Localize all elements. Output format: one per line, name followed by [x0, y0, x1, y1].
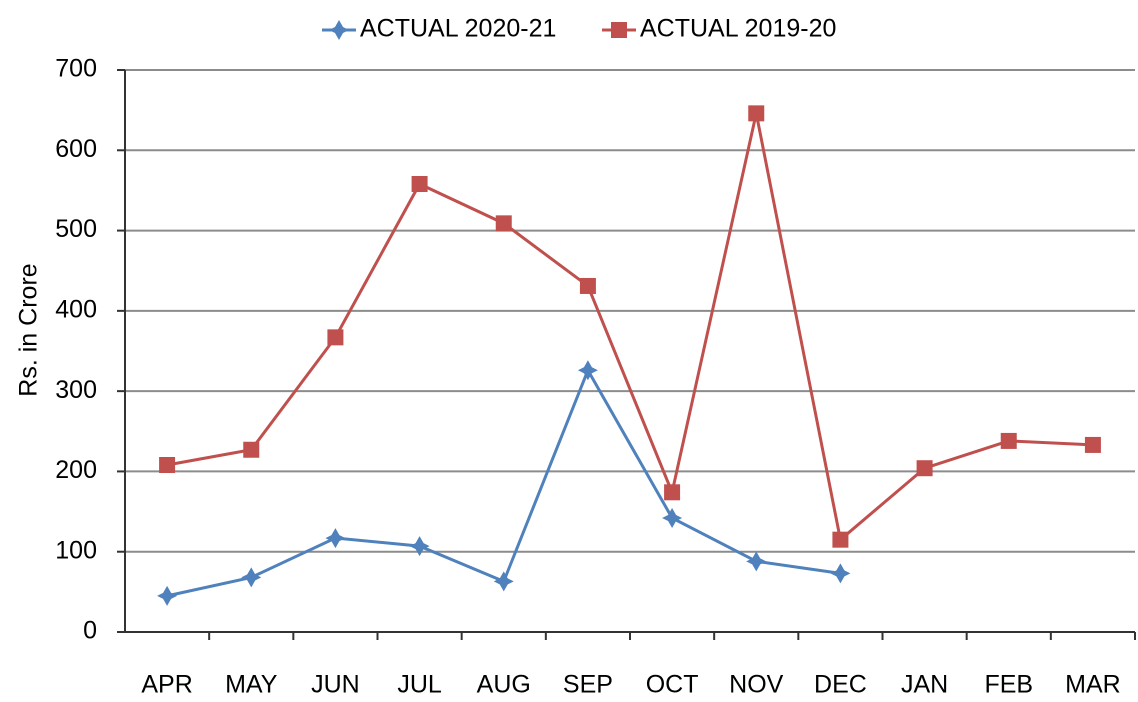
point-marker — [157, 585, 178, 606]
y-tick-label: 200 — [55, 456, 97, 484]
x-tick-label: FEB — [984, 671, 1033, 699]
point-marker — [662, 507, 683, 528]
point-marker — [409, 536, 430, 557]
point-marker — [830, 563, 851, 584]
legend-label: ACTUAL 2020-21 — [360, 15, 556, 43]
point-marker — [411, 176, 428, 193]
point-marker — [159, 457, 176, 474]
x-tick-label: NOV — [729, 671, 784, 699]
y-tick-label: 600 — [55, 135, 97, 163]
point-marker — [1000, 432, 1017, 449]
x-tick-label: OCT — [646, 671, 699, 699]
point-marker — [916, 460, 933, 477]
legend-marker — [329, 20, 349, 40]
point-marker — [241, 567, 262, 588]
x-tick-label: MAR — [1065, 671, 1121, 699]
y-tick-label: 300 — [55, 376, 97, 404]
series-line — [166, 113, 1093, 543]
y-axis-label: Rs. in Crore — [15, 263, 43, 396]
y-tick-label: 700 — [55, 55, 97, 83]
x-tick-label: APR — [141, 671, 192, 699]
x-tick-label: SEP — [563, 671, 613, 699]
y-tick-label: 400 — [55, 295, 97, 323]
y-tick-label: 100 — [55, 536, 97, 564]
x-tick-label: DEC — [814, 671, 867, 699]
x-tick-label: JUL — [397, 671, 442, 699]
point-marker — [579, 277, 596, 294]
x-tick-label: JUN — [311, 671, 360, 699]
point-marker — [325, 528, 346, 549]
point-marker — [1084, 436, 1101, 453]
x-tick-label: JAN — [901, 671, 948, 699]
legend-label: ACTUAL 2019-20 — [640, 15, 836, 43]
point-marker — [664, 484, 681, 501]
y-tick-label: 0 — [83, 617, 97, 645]
point-marker — [327, 329, 344, 346]
y-tick-label: 500 — [55, 215, 97, 243]
point-marker — [243, 441, 260, 458]
x-tick-label: AUG — [477, 671, 531, 699]
point-marker — [577, 360, 598, 381]
point-marker — [495, 215, 512, 232]
series-line — [166, 366, 841, 598]
x-tick-label: MAY — [225, 671, 278, 699]
point-marker — [493, 571, 514, 592]
point-marker — [748, 105, 765, 122]
point-marker — [746, 551, 767, 572]
legend-marker — [611, 22, 627, 38]
point-marker — [832, 531, 849, 548]
